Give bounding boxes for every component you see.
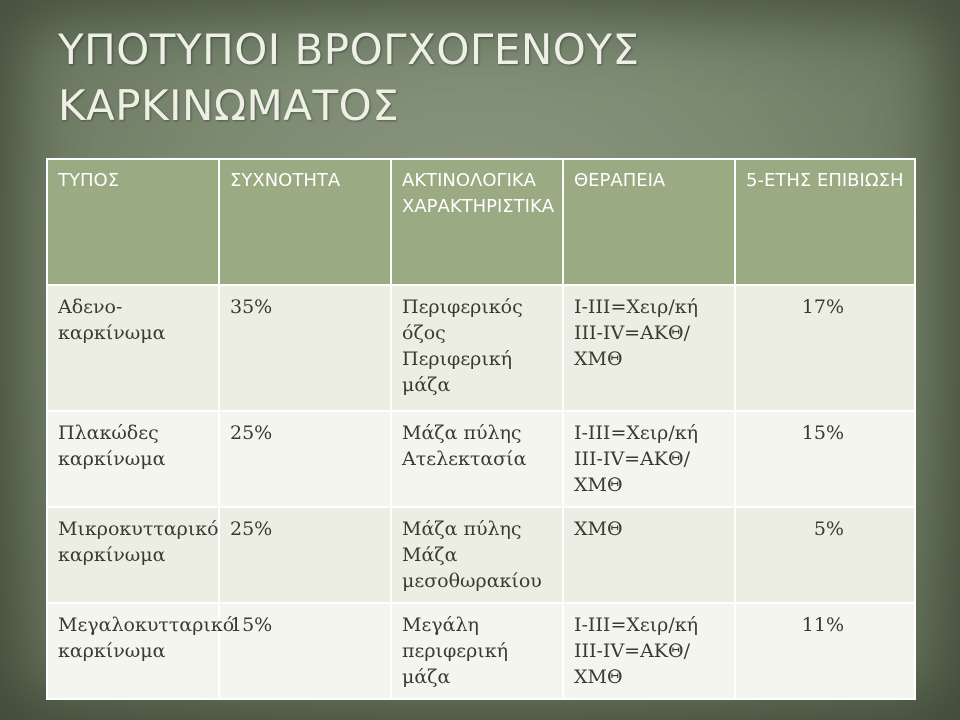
table-header: ΤΥΠΟΣ ΣΥΧΝΟΤΗΤΑ ΑΚΤΙΝΟΛΟΓΙΚΑ ΧΑΡΑΚΤΗΡΙΣΤ… xyxy=(46,158,916,286)
therapy-line: I-III=Χειρ/κή xyxy=(574,296,699,318)
cell-radiology: Περιφερικός όζος Περιφερική μάζα xyxy=(390,284,564,412)
cell-survival: 5% xyxy=(734,506,916,604)
table-row: Αδενο-καρκίνωμα 35% Περιφερικός όζος Περ… xyxy=(46,284,916,412)
therapy-line: III-IV=ΑΚΘ/ΧΜΘ xyxy=(574,322,690,370)
table-row: Μικροκυτταρικό καρκίνωμα 25% Μάζα πύλης … xyxy=(46,506,916,604)
radiology-line: Περιφερική μάζα xyxy=(402,348,513,396)
cell-type: Μεγαλοκυτταρικό καρκίνωμα xyxy=(46,602,234,700)
cell-therapy: I-III=Χειρ/κή III-IV=ΑΚΘ/ΧΜΘ xyxy=(562,410,736,508)
radiology-line: Μεγάλη περιφερική μάζα xyxy=(402,614,508,688)
cell-frequency: 25% xyxy=(218,410,392,508)
radiology-line: Περιφερικός όζος xyxy=(402,296,523,344)
header-row: ΤΥΠΟΣ ΣΥΧΝΟΤΗΤΑ ΑΚΤΙΝΟΛΟΓΙΚΑ ΧΑΡΑΚΤΗΡΙΣΤ… xyxy=(46,158,916,286)
radiology-line: Μάζα πύλης xyxy=(402,422,522,444)
cell-radiology: Μεγάλη περιφερική μάζα xyxy=(390,602,564,700)
table-body: Αδενο-καρκίνωμα 35% Περιφερικός όζος Περ… xyxy=(46,284,916,700)
therapy-line: III-IV=ΑΚΘ/ΧΜΘ xyxy=(574,448,690,496)
radiology-line: Μάζα πύλης xyxy=(402,518,522,540)
header-type: ΤΥΠΟΣ xyxy=(46,158,220,286)
table-row: Πλακώδες καρκίνωμα 25% Μάζα πύλης Ατελεκ… xyxy=(46,410,916,508)
cell-survival: 17% xyxy=(734,284,916,412)
therapy-line: I-III=Χειρ/κή xyxy=(574,614,699,636)
radiology-line: Ατελεκτασία xyxy=(402,448,527,470)
header-radiology: ΑΚΤΙΝΟΛΟΓΙΚΑ ΧΑΡΑΚΤΗΡΙΣΤΙΚΑ xyxy=(390,158,564,286)
cell-therapy: I-III=Χειρ/κή III-IV=ΑΚΘ/ΧΜΘ xyxy=(562,284,736,412)
therapy-line: III-IV=ΑΚΘ/ΧΜΘ xyxy=(574,640,690,688)
header-frequency: ΣΥΧΝΟΤΗΤΑ xyxy=(218,158,392,286)
cell-therapy: ΧΜΘ xyxy=(562,506,736,604)
cell-therapy: I-III=Χειρ/κή III-IV=ΑΚΘ/ΧΜΘ xyxy=(562,602,736,700)
cell-radiology: Μάζα πύλης Μάζα μεσοθωρακίου xyxy=(390,506,564,604)
slide-title: ΥΠΟΤΥΠΟΙ ΒΡΟΓΧΟΓΕΝΟΥΣ ΚΑΡΚΙΝΩΜΑΤΟΣ xyxy=(58,25,640,130)
header-therapy: ΘΕΡΑΠΕΙΑ xyxy=(562,158,736,286)
table-row: Μεγαλοκυτταρικό καρκίνωμα 15% Μεγάλη περ… xyxy=(46,602,916,700)
therapy-line: I-III=Χειρ/κή xyxy=(574,422,699,444)
cell-type: Μικροκυτταρικό καρκίνωμα xyxy=(46,506,220,604)
cell-frequency: 15% xyxy=(218,602,392,700)
radiology-line: Μάζα μεσοθωρακίου xyxy=(402,544,542,592)
header-survival: 5-ΕΤΗΣ ΕΠΙΒΙΩΣΗ xyxy=(734,158,916,286)
subtypes-table: ΤΥΠΟΣ ΣΥΧΝΟΤΗΤΑ ΑΚΤΙΝΟΛΟΓΙΚΑ ΧΑΡΑΚΤΗΡΙΣΤ… xyxy=(46,158,916,700)
cell-frequency: 25% xyxy=(218,506,392,604)
cell-type: Πλακώδες καρκίνωμα xyxy=(46,410,220,508)
cell-survival: 11% xyxy=(734,602,916,700)
cell-frequency: 35% xyxy=(218,284,392,412)
cell-survival: 15% xyxy=(734,410,916,508)
therapy-line: ΧΜΘ xyxy=(574,518,623,540)
cell-type: Αδενο-καρκίνωμα xyxy=(46,284,220,412)
cell-radiology: Μάζα πύλης Ατελεκτασία xyxy=(390,410,564,508)
